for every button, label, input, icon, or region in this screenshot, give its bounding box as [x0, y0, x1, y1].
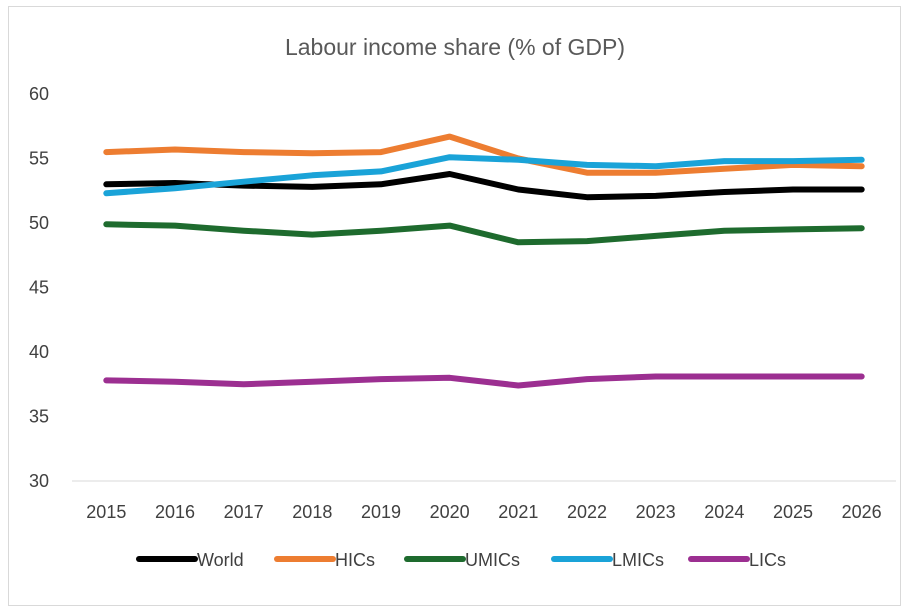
legend-label: HICs	[335, 550, 375, 570]
x-tick-label: 2020	[430, 502, 470, 522]
chart-area: Labour income share (% of GDP) 30 35 40 45 5…	[8, 6, 901, 606]
legend: World HICs UMICs LMICs LICs	[139, 550, 786, 570]
y-tick-label: 45	[29, 278, 49, 298]
y-tick-label: 40	[29, 342, 49, 362]
x-tick-label: 2022	[567, 502, 607, 522]
legend-label: LICs	[749, 550, 786, 570]
x-tick-label: 2024	[704, 502, 744, 522]
y-tick-label: 30	[29, 471, 49, 491]
x-tick-label: 2023	[636, 502, 676, 522]
x-tick-label: 2015	[86, 502, 126, 522]
y-axis: 30 35 40 45 50 55 60	[29, 84, 49, 491]
series-line-lmics	[106, 157, 861, 193]
x-tick-label: 2019	[361, 502, 401, 522]
y-tick-label: 60	[29, 84, 49, 104]
x-tick-label: 2025	[773, 502, 813, 522]
y-tick-label: 35	[29, 407, 49, 427]
series-line-lics	[106, 377, 861, 386]
chart-title: Labour income share (% of GDP)	[285, 34, 625, 60]
legend-label: LMICs	[612, 550, 664, 570]
x-tick-label: 2018	[292, 502, 332, 522]
y-tick-label: 55	[29, 149, 49, 169]
series-line-hics	[106, 137, 861, 173]
x-axis: 2015 2016 2017 2018 2019 2020 2021 2022 2023 2024…	[86, 502, 881, 522]
series-line-umics	[106, 224, 861, 242]
y-tick-label: 50	[29, 213, 49, 233]
plot-area	[106, 137, 861, 386]
x-tick-label: 2026	[842, 502, 882, 522]
x-tick-label: 2021	[498, 502, 538, 522]
line-chart: Labour income share (% of GDP) 30 35 40 45 5…	[9, 7, 902, 607]
x-tick-label: 2017	[224, 502, 264, 522]
legend-label: UMICs	[465, 550, 520, 570]
x-tick-label: 2016	[155, 502, 195, 522]
legend-label: World	[197, 550, 244, 570]
